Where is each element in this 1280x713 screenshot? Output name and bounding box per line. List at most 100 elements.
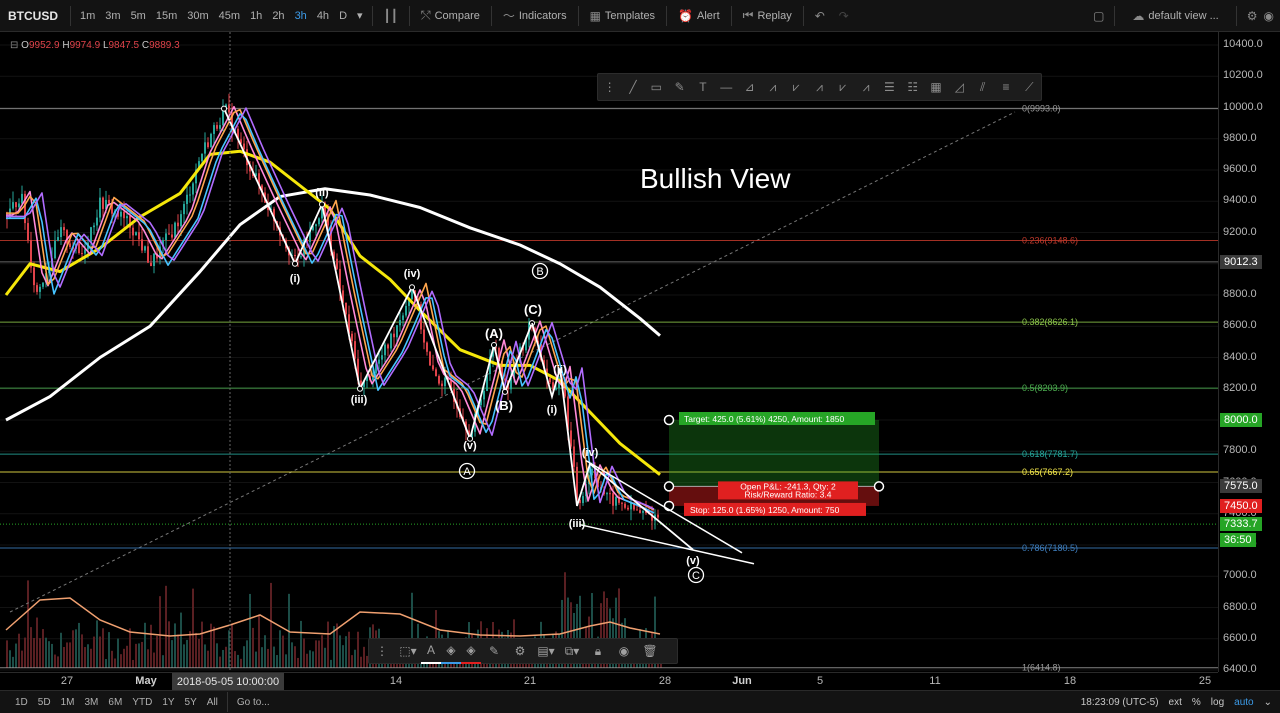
candle-body bbox=[339, 268, 341, 291]
elliott-triangle-icon[interactable]: ⩘ bbox=[862, 79, 870, 94]
range-all[interactable]: All bbox=[206, 696, 218, 708]
ext-toggle[interactable]: ext bbox=[1168, 696, 1182, 708]
settings-gear-icon[interactable]: ⚙ bbox=[1246, 8, 1258, 23]
interval-4h[interactable]: 4h bbox=[316, 9, 330, 22]
price-tag: 7333.7 bbox=[1220, 517, 1262, 532]
moving-averages bbox=[4, 105, 661, 514]
lock-icon[interactable]: 🔒︎ bbox=[594, 643, 602, 658]
undo-icon: ↶ bbox=[814, 8, 825, 23]
range-5d[interactable]: 5D bbox=[37, 696, 51, 708]
range-6m[interactable]: 6M bbox=[108, 696, 123, 708]
interval-3h[interactable]: 3h bbox=[294, 9, 307, 22]
candle-body bbox=[387, 344, 389, 349]
candle-body bbox=[324, 202, 326, 215]
templates-button[interactable]: ▦ Templates bbox=[583, 9, 662, 23]
trend-angle-icon[interactable]: ≡ bbox=[1002, 80, 1010, 94]
brush-icon[interactable]: ✎ bbox=[674, 80, 685, 94]
range-1d[interactable]: 1D bbox=[15, 696, 28, 708]
ruler-icon[interactable]: ⟋ bbox=[1025, 79, 1034, 94]
auto-toggle[interactable]: auto bbox=[1234, 696, 1254, 708]
fib-extension-icon[interactable]: ☷ bbox=[907, 80, 919, 94]
abcd-pattern-icon[interactable]: ⩗ bbox=[792, 79, 800, 94]
volume-bar bbox=[183, 644, 185, 668]
rectangle-icon[interactable]: ▭ bbox=[650, 80, 662, 94]
settings-icon[interactable]: ⚙ bbox=[514, 644, 526, 658]
trend-line-icon[interactable]: ╱ bbox=[629, 80, 637, 94]
interval-45m[interactable]: 45m bbox=[218, 9, 241, 22]
volume-bar bbox=[222, 649, 224, 668]
price-chart[interactable]: 0(9993.0) 0.236(9148.6) 0.382(8626.1) 0.5(8… bbox=[0, 32, 1280, 672]
interval-3m[interactable]: 3m bbox=[105, 9, 121, 22]
drag-handle-icon[interactable]: ⋮ bbox=[603, 80, 616, 94]
xabcd-pattern-icon[interactable]: ⩘ bbox=[769, 79, 777, 94]
long-position-tool[interactable]: Target: 425.0 (5.61%) 4250, Amount: 1850… bbox=[663, 412, 885, 516]
layout-button[interactable]: ☁ default view ... bbox=[1125, 9, 1225, 23]
range-1m[interactable]: 1M bbox=[60, 696, 75, 708]
goto-button[interactable]: Go to... bbox=[236, 696, 270, 708]
speed-fan-icon[interactable]: ⫽ bbox=[979, 79, 986, 94]
interval-15m[interactable]: 15m bbox=[155, 9, 178, 22]
divider bbox=[70, 5, 71, 26]
volume-bar bbox=[345, 636, 347, 668]
interval-2h[interactable]: 2h bbox=[272, 9, 285, 22]
candle-body bbox=[576, 466, 578, 500]
volume-bar bbox=[579, 595, 581, 668]
interval-1h[interactable]: 1h bbox=[250, 9, 263, 22]
interval-30m[interactable]: 30m bbox=[187, 9, 209, 22]
text-tool-icon[interactable]: T bbox=[699, 80, 707, 94]
elliott-impulse-icon[interactable]: ⩘ bbox=[816, 79, 823, 94]
candlesticks bbox=[6, 93, 659, 530]
visibility-eye-icon[interactable]: ◉ bbox=[618, 644, 630, 658]
pencil-icon[interactable]: ✎ bbox=[488, 644, 500, 658]
chart-style-button[interactable]: ┃┃ bbox=[377, 9, 405, 23]
stop-label-box bbox=[684, 502, 866, 516]
compare-icon: ⤲ bbox=[421, 8, 431, 22]
volume-bar bbox=[87, 644, 89, 668]
trash-icon[interactable]: 🗑︎ bbox=[642, 644, 658, 658]
horizontal-line-icon[interactable]: — bbox=[720, 80, 733, 94]
line-color-icon[interactable]: A bbox=[421, 638, 441, 664]
volume-bar bbox=[297, 657, 299, 668]
volume-bar bbox=[204, 644, 206, 668]
volume-bar bbox=[141, 641, 143, 668]
fib-retracement-icon[interactable]: ☰ bbox=[884, 80, 895, 94]
range-3m[interactable]: 3M bbox=[84, 696, 99, 708]
interval-dropdown-icon[interactable]: ▾ bbox=[357, 10, 363, 22]
camera-icon[interactable]: ◉ bbox=[1263, 8, 1274, 23]
interval-5m[interactable]: 5m bbox=[130, 9, 146, 22]
range-ytd[interactable]: YTD bbox=[132, 696, 153, 708]
drag-handle-icon[interactable]: ⋮ bbox=[376, 644, 388, 658]
templates-icon[interactable]: ▤▾ bbox=[537, 644, 555, 658]
select-tool-icon[interactable]: ⬚▾ bbox=[399, 644, 417, 658]
interval-d[interactable]: D bbox=[339, 9, 348, 22]
collapse-icon[interactable]: ⊟ bbox=[10, 40, 22, 51]
volume-bar bbox=[72, 630, 74, 668]
undo-button[interactable]: ↶ bbox=[808, 9, 832, 23]
interval-1m[interactable]: 1m bbox=[80, 9, 96, 22]
gann-box-icon[interactable]: ▦ bbox=[930, 80, 942, 94]
alert-button[interactable]: ⏰ Alert bbox=[671, 9, 727, 23]
elliott-wave-drawing[interactable] bbox=[221, 105, 755, 565]
background-color-icon[interactable]: ◈ bbox=[461, 638, 481, 664]
redo-button[interactable]: ↷ bbox=[832, 9, 856, 23]
fib-retracement[interactable]: 0(9993.0) 0.236(9148.6) 0.382(8626.1) 0.5(8… bbox=[0, 104, 1218, 672]
fill-color-icon[interactable]: ◈ bbox=[441, 638, 461, 664]
percent-toggle[interactable]: % bbox=[1191, 696, 1201, 708]
elliott-correction-icon[interactable]: ⩗ bbox=[839, 79, 847, 94]
chevron-down-icon[interactable]: ⌄ bbox=[1263, 696, 1272, 708]
time-axis[interactable]: 2018-05-05 10:00:00 27 May 14 21 28 Jun 5 11 18 2… bbox=[0, 672, 1218, 690]
pitchfork-icon[interactable]: ⊿ bbox=[744, 80, 755, 94]
indicators-button[interactable]: 〜 Indicators bbox=[496, 7, 574, 24]
range-1y[interactable]: 1Y bbox=[162, 696, 175, 708]
fib-fan-icon[interactable]: ◿ bbox=[954, 80, 964, 94]
clone-icon[interactable]: ⧉▾ bbox=[564, 643, 580, 658]
price-axis[interactable]: 10400.0 10200.0 10000.0 9800.0 9600.0 9400.0 9… bbox=[1218, 32, 1280, 675]
clock-timezone[interactable]: 18:23:09 (UTC-5) bbox=[1080, 696, 1159, 708]
log-toggle[interactable]: log bbox=[1210, 696, 1225, 708]
compare-button[interactable]: ⤲ Compare bbox=[414, 8, 487, 23]
candle-body bbox=[549, 377, 551, 383]
fullscreen-icon[interactable]: ▢ bbox=[1093, 8, 1105, 23]
symbol-search[interactable]: BTCUSD bbox=[8, 8, 58, 23]
range-5y[interactable]: 5Y bbox=[184, 696, 197, 708]
replay-button[interactable]: ⏮ Replay bbox=[736, 8, 799, 23]
